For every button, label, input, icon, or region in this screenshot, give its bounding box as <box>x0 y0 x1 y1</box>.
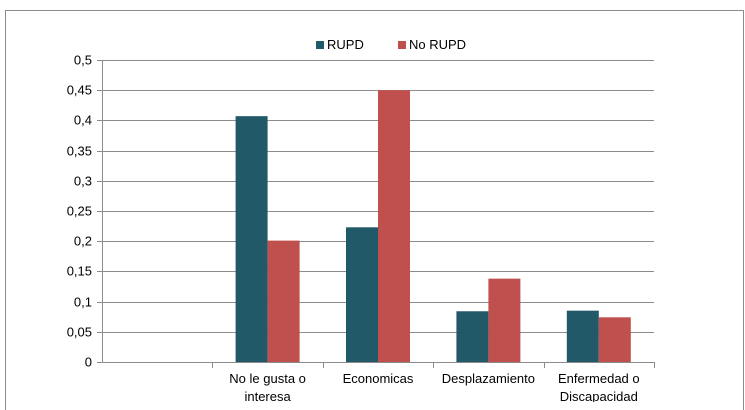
x-category-label: Economicas <box>343 371 414 386</box>
x-category-label: Enfermedad o <box>558 371 640 386</box>
y-tick-label: 0,35 <box>67 144 92 159</box>
x-category-label: Discapacidad <box>560 389 638 402</box>
x-category-label: No le gusta o <box>229 371 306 386</box>
x-category-label: Desplazamiento <box>442 371 535 386</box>
y-tick-label: 0,2 <box>74 234 92 249</box>
y-tick-label: 0,3 <box>74 174 92 189</box>
y-tick-label: 0,05 <box>67 325 92 340</box>
legend-swatch <box>398 41 406 49</box>
bar-rupd <box>566 310 599 362</box>
legend: RUPD No RUPD <box>316 37 466 52</box>
y-tick-label: 0,25 <box>67 204 92 219</box>
legend-swatch <box>316 41 324 49</box>
x-category-label: interesa <box>244 389 291 402</box>
y-tick-label: 0,5 <box>74 53 92 68</box>
bar-no-rupd <box>267 240 300 362</box>
legend-label: RUPD <box>327 37 364 52</box>
bar-no-rupd <box>488 278 521 362</box>
bars <box>235 90 631 362</box>
bar-no-rupd <box>598 317 631 362</box>
y-tick-label: 0 <box>85 355 92 370</box>
y-tick-label: 0,45 <box>67 83 92 98</box>
bar-no-rupd <box>378 90 410 362</box>
y-tick-label: 0,15 <box>67 264 92 279</box>
y-tick-label: 0,1 <box>74 295 92 310</box>
axes <box>97 60 655 368</box>
y-tick-label: 0,4 <box>74 113 92 128</box>
bar-rupd <box>235 116 268 362</box>
bar-rupd <box>456 311 489 362</box>
x-category-labels: No le gusta o interesa Economicas Desplazam… <box>229 371 639 402</box>
bar-rupd <box>346 227 378 362</box>
legend-label: No RUPD <box>409 37 466 52</box>
y-tick-labels: 0 0,05 0,1 0,15 0,2 0,25 0,3 0,35 0,4 0,45 0,5 <box>67 53 92 370</box>
